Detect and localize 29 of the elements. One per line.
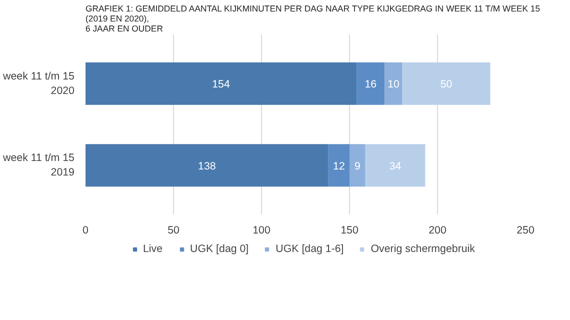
bar [402,62,490,105]
x-tick-label: 250 [516,224,534,236]
legend-label: UGK [dag 0] [190,243,249,255]
data-label: 10 [388,78,400,91]
x-tick-label: 200 [428,224,446,236]
x-tick-label: 150 [340,224,358,236]
y-tick-label: week 11 t/m 15 2019 [2,152,75,179]
bar [365,144,426,187]
data-label: 138 [198,160,216,172]
bar [86,144,328,187]
data-label: 16 [364,78,377,91]
bar [356,62,385,105]
bar [350,144,366,187]
bar [384,62,402,105]
data-label: 154 [212,78,230,91]
data-label: 50 [440,78,452,91]
legend-label: Overig schermgebruik [370,243,475,255]
x-tick-label: 50 [168,224,180,236]
x-tick-label: 100 [252,224,270,236]
data-label: 34 [389,160,402,172]
data-label: 12 [333,160,345,172]
x-tick-label: 0 [82,224,89,236]
legend-label: UGK [dag 1-6] [276,243,344,255]
bar [328,144,350,187]
bar [86,62,357,105]
y-tick-label: week 11 t/m 15 2020 [2,70,75,97]
legend-label: Live [143,243,163,255]
data-label: 9 [354,160,360,172]
chart-title: GRAFIEK 1: GEMIDDELD AANTAL KIJKMINUTEN PER DAG NAAR TYPE KIJKGEDRAG IN WEEK 11 T/M WEEK 15 (2019 EN 2020), 6 JAAR EN OUDER [86,4,540,34]
